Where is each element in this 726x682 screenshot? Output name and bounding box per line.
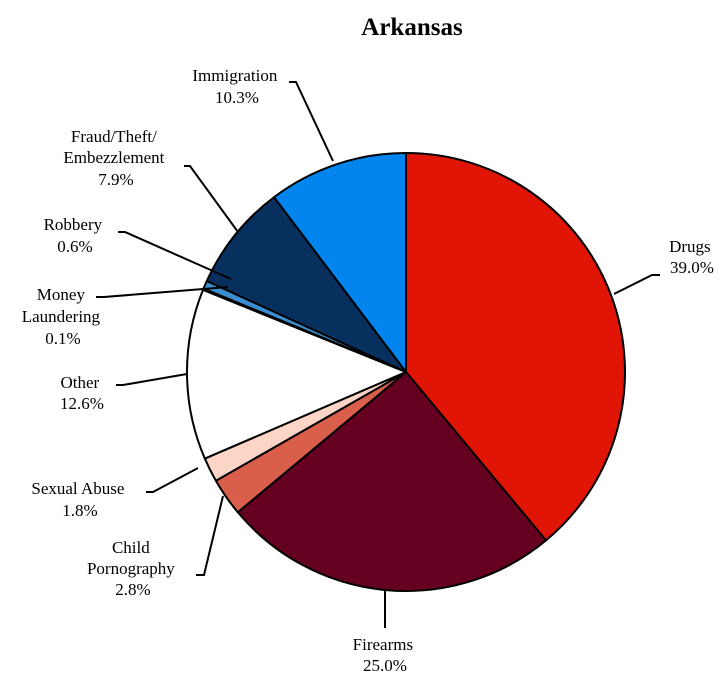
- slice-labels: Drugs 39.0% Firearms 25.0% Child Pornogr…: [22, 66, 715, 675]
- pie-slice-other: [186, 288, 407, 460]
- leader-line-other: [116, 373, 188, 386]
- label-drugs-name: Drugs: [669, 237, 711, 256]
- label-firearms-name: Firearms: [353, 635, 413, 654]
- label-sexual-abuse-pct: 1.8%: [62, 501, 97, 520]
- label-fraud-line2: Embezzlement: [63, 148, 164, 167]
- label-fraud: Fraud/Theft/ Embezzlement 7.9%: [63, 127, 168, 189]
- label-money-laundering: Money Laundering 0.1%: [22, 285, 105, 348]
- label-other-name: Other: [61, 373, 100, 392]
- leader-line-sexual-abuse: [146, 467, 199, 493]
- label-money-laundering-pct: 0.1%: [45, 329, 80, 348]
- label-sexual-abuse: Sexual Abuse 1.8%: [31, 479, 128, 520]
- label-firearms: Firearms 25.0%: [353, 635, 418, 675]
- label-robbery-pct: 0.6%: [57, 237, 92, 256]
- pie-slice-immigration: [273, 152, 407, 373]
- label-robbery-name: Robbery: [44, 215, 103, 234]
- leader-line-drugs: [613, 274, 660, 295]
- pie-slice-fraud-theft-embezzlement: [205, 196, 407, 373]
- leader-line-fraud: [184, 165, 239, 233]
- label-immigration-pct: 10.3%: [215, 88, 259, 107]
- leader-line-money-laundering: [96, 286, 229, 298]
- label-money-laundering-line2: Laundering: [22, 307, 101, 326]
- label-child-pornography-pct: 2.8%: [115, 580, 150, 599]
- leader-line-robbery: [118, 231, 232, 280]
- label-child-pornography-line1: Child: [112, 538, 150, 557]
- pie-slices: [186, 152, 626, 592]
- label-drugs: Drugs 39.0%: [669, 237, 715, 277]
- label-immigration: Immigration 10.3%: [192, 66, 281, 107]
- leader-lines: [96, 81, 660, 628]
- label-child-pornography: Child Pornography 2.8%: [87, 538, 179, 599]
- chart-title: Arkansas: [361, 14, 463, 41]
- leader-line-immigration: [289, 81, 334, 162]
- label-fraud-pct: 7.9%: [98, 170, 133, 189]
- pie-slice-firearms: [236, 371, 548, 592]
- leader-line-child-pornography: [196, 495, 224, 576]
- label-fraud-line1: Fraud/Theft/: [71, 127, 157, 146]
- label-drugs-pct: 39.0%: [670, 258, 714, 277]
- label-robbery: Robbery 0.6%: [44, 215, 107, 256]
- pie-slice-drugs: [405, 152, 626, 542]
- label-sexual-abuse-name: Sexual Abuse: [31, 479, 124, 498]
- label-child-pornography-line2: Pornography: [87, 559, 175, 578]
- label-immigration-name: Immigration: [192, 66, 277, 85]
- label-other-pct: 12.6%: [60, 394, 104, 413]
- label-other: Other 12.6%: [60, 373, 104, 413]
- label-firearms-pct: 25.0%: [363, 656, 407, 675]
- label-money-laundering-line1: Money: [37, 285, 86, 304]
